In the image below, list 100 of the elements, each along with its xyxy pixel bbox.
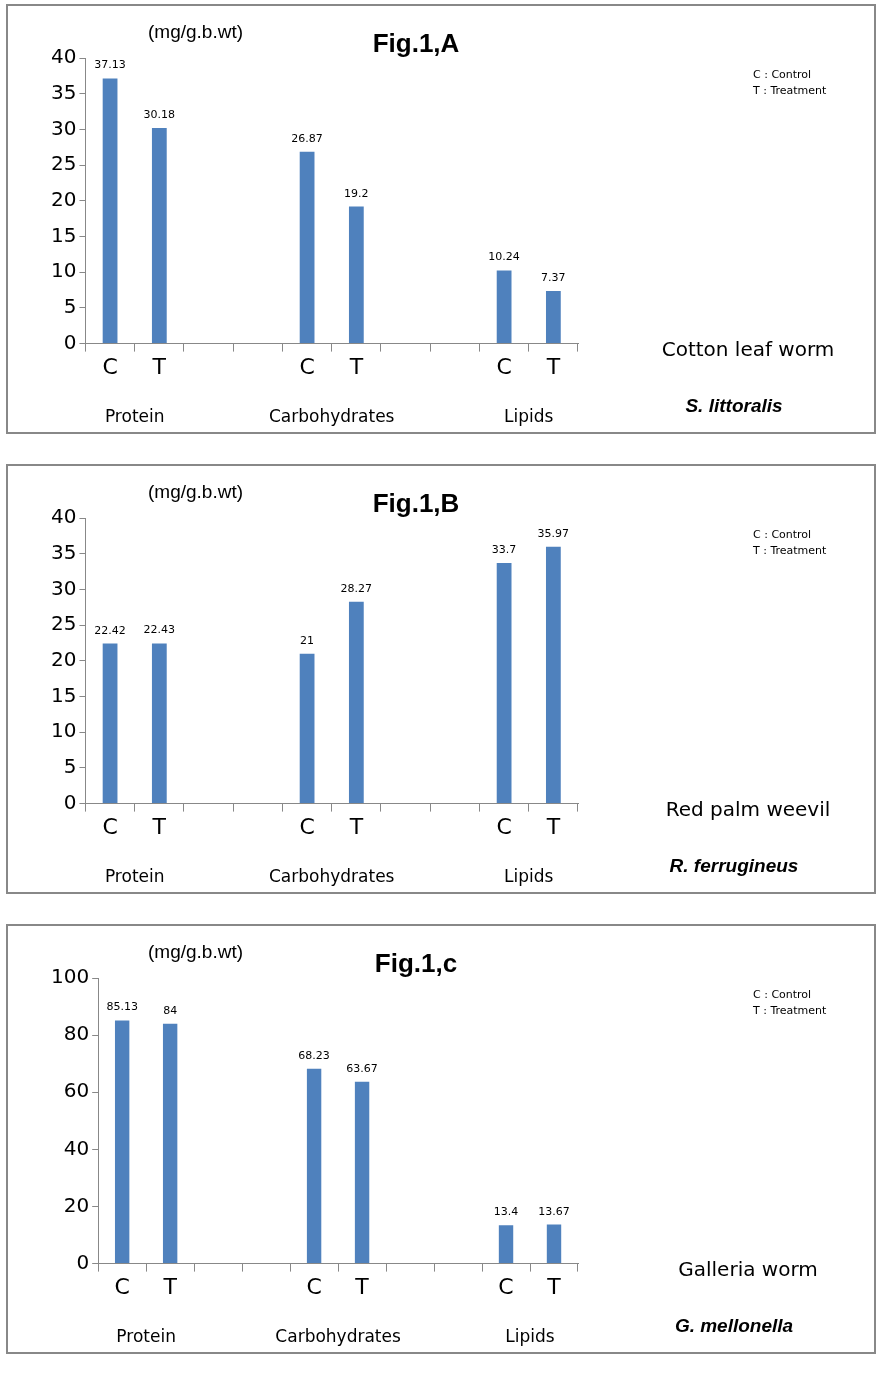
bar <box>102 643 118 804</box>
bar <box>299 653 315 804</box>
text: Lipids <box>505 1325 555 1346</box>
x-tick-label: T <box>545 813 561 839</box>
y-tick-label: 40 <box>51 504 77 529</box>
bar <box>299 151 315 344</box>
bar <box>151 128 167 344</box>
y-tick-label: 60 <box>63 1078 90 1103</box>
y-tick-label: 10 <box>51 718 77 743</box>
x-tick-label: C <box>306 1273 322 1299</box>
y-tick-label: 35 <box>51 79 77 104</box>
bar <box>496 270 512 344</box>
data-label: 63.67 <box>346 1061 378 1075</box>
x-tick-label: C <box>496 353 512 379</box>
y-tick-label: 25 <box>51 151 77 176</box>
data-label: 22.43 <box>143 623 176 637</box>
bar <box>496 562 512 804</box>
bar <box>498 1225 514 1264</box>
y-axis-title: (mg/g.b.wt) <box>148 21 244 42</box>
chart-title: Fig.1,A <box>372 28 460 58</box>
text: Galleria worm <box>678 1256 818 1281</box>
x-tick-label: T <box>348 813 364 839</box>
y-tick-label: 25 <box>51 611 77 636</box>
y-tick-label: 15 <box>51 222 77 247</box>
text: T : Treatment <box>752 544 828 557</box>
x-tick-label: T <box>348 353 364 379</box>
data-label: 21 <box>300 633 315 647</box>
y-tick-label: 5 <box>63 754 77 779</box>
x-tick-label: T <box>162 1273 178 1299</box>
x-tick-label: T <box>546 1273 562 1299</box>
text: S. littoralis <box>685 394 783 416</box>
y-tick-label: 30 <box>51 115 77 140</box>
text: C : Control <box>753 68 812 81</box>
y-tick-label: 20 <box>51 187 77 211</box>
y-tick-label: 35 <box>51 539 77 564</box>
text: C : Control <box>753 528 812 541</box>
text: R. ferrugineus <box>669 854 799 876</box>
data-label: 19.2 <box>344 186 369 200</box>
x-tick-label: T <box>354 1273 370 1299</box>
text: Carbohydrates <box>275 1325 401 1346</box>
text: T : Treatment <box>752 1004 828 1017</box>
bar <box>151 643 167 804</box>
x-tick-label: C <box>498 1273 514 1299</box>
data-label: 35.97 <box>537 526 570 540</box>
text: Protein <box>116 1325 176 1346</box>
x-tick-label: C <box>102 813 118 839</box>
x-tick-label: T <box>545 353 561 379</box>
bar <box>162 1023 178 1264</box>
data-label: 85.13 <box>106 1000 138 1014</box>
bar <box>114 1020 130 1264</box>
text: G. mellonella <box>674 1314 794 1336</box>
text: Protein <box>104 865 165 886</box>
data-label: 22.42 <box>94 623 126 637</box>
x-tick-label: C <box>102 353 118 379</box>
y-tick-label: 20 <box>51 647 77 671</box>
text: T : Treatment <box>752 84 828 97</box>
y-tick-label: 10 <box>51 258 77 283</box>
text: Lipids <box>504 865 554 886</box>
text: Carbohydrates <box>268 865 395 886</box>
bar <box>545 290 561 344</box>
data-label: 37.13 <box>94 58 126 72</box>
data-label: 10.24 <box>488 250 520 264</box>
text: Lipids <box>504 405 554 426</box>
bar <box>102 78 118 344</box>
y-tick-label: 100 <box>50 964 90 989</box>
x-tick-label: C <box>496 813 512 839</box>
y-tick-label: 80 <box>63 1021 90 1046</box>
bar <box>545 546 561 804</box>
text: Cotton leaf worm <box>661 336 835 361</box>
y-tick-label: 0 <box>63 789 77 814</box>
x-tick-label: T <box>151 353 167 379</box>
chart-title: Fig.1,B <box>372 488 460 518</box>
data-label: 30.18 <box>143 108 176 122</box>
y-axis-title: (mg/g.b.wt) <box>148 941 244 962</box>
y-axis-title: (mg/g.b.wt) <box>148 481 244 502</box>
text: Red palm weevil <box>665 796 831 821</box>
y-tick-label: 15 <box>51 682 77 707</box>
data-label: 84 <box>163 1003 178 1017</box>
data-label: 33.7 <box>491 542 517 556</box>
bar <box>354 1081 370 1264</box>
y-tick-label: 40 <box>51 44 77 69</box>
y-tick-label: 30 <box>51 575 77 600</box>
x-tick-label: C <box>114 1273 130 1299</box>
data-label: 68.23 <box>298 1048 330 1062</box>
text: Protein <box>104 405 165 426</box>
data-label: 13.67 <box>538 1204 570 1218</box>
data-label: 13.4 <box>493 1205 519 1219</box>
y-tick-label: 5 <box>63 294 77 319</box>
bar <box>306 1068 322 1264</box>
data-label: 7.37 <box>541 270 566 284</box>
data-label: 26.87 <box>291 131 323 145</box>
bar <box>546 1224 562 1264</box>
bar <box>348 206 364 344</box>
y-tick-label: 40 <box>63 1135 90 1160</box>
chart-title: Fig.1,c <box>374 948 458 978</box>
text: Carbohydrates <box>268 405 395 426</box>
x-tick-label: C <box>299 813 315 839</box>
x-tick-label: T <box>151 813 167 839</box>
data-label: 28.27 <box>340 581 373 595</box>
y-tick-label: 0 <box>76 1249 90 1274</box>
